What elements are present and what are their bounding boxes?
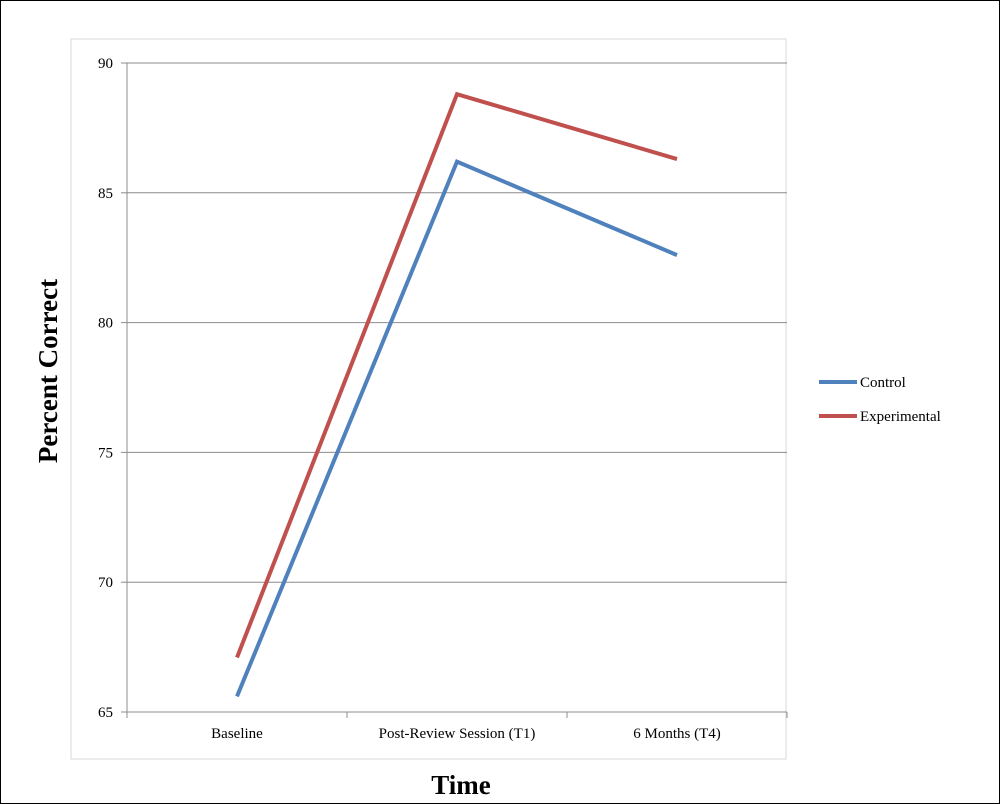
axes: 65 70 75 80 85 90 Baseline Post-Review Session … (98, 56, 788, 742)
x-axis-title: Time (431, 770, 491, 800)
x-tick-label: Post-Review Session (T1) (379, 726, 536, 742)
series-lines (235, 91, 678, 698)
y-tick-label: 85 (98, 186, 113, 202)
legend: Control Experimental (819, 375, 941, 425)
y-tick-label: 70 (98, 575, 113, 591)
y-tick-label: 75 (98, 445, 113, 461)
x-tick-label: Baseline (211, 726, 263, 742)
series-line-experimental (235, 91, 678, 659)
y-axis-title: Percent Correct (33, 279, 63, 463)
y-tick-label: 90 (98, 56, 113, 72)
x-tick-label: 6 Months (T4) (633, 726, 721, 742)
legend-label-control: Control (860, 375, 906, 391)
y-tick-label: 80 (98, 316, 113, 332)
plot-area-border (70, 38, 787, 760)
y-tick-label: 65 (98, 705, 113, 721)
series-line-control (235, 159, 678, 698)
legend-label-experimental: Experimental (860, 409, 941, 425)
gridlines (127, 62, 787, 583)
